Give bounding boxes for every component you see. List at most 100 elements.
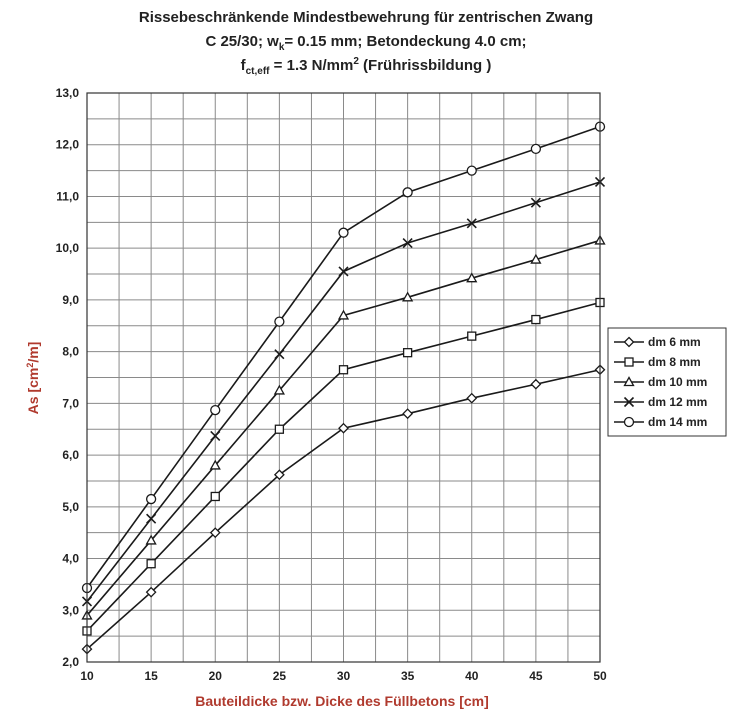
series-5 bbox=[81, 121, 606, 594]
grid bbox=[86, 92, 601, 663]
legend-item: dm 6 mm bbox=[614, 335, 701, 349]
legend-marker bbox=[623, 396, 635, 408]
data-point bbox=[273, 384, 285, 395]
x-tick-label: 20 bbox=[209, 669, 223, 683]
data-point bbox=[210, 430, 221, 442]
data-point bbox=[402, 408, 414, 420]
data-point bbox=[209, 459, 221, 470]
series-1 bbox=[81, 364, 606, 655]
y-axis-label-end: /m] bbox=[25, 342, 41, 363]
legend-label: dm 12 mm bbox=[648, 395, 707, 409]
x-marker-stroke bbox=[274, 349, 285, 360]
title-line-3-sup: 2 bbox=[353, 56, 359, 67]
data-point bbox=[338, 422, 349, 434]
legend: dm 6 mm dm 8 mm dm 10 mm dm 12 mm dm 14 mm bbox=[607, 327, 727, 437]
x-tick-label: 25 bbox=[273, 669, 287, 683]
series-4 bbox=[81, 176, 606, 607]
data-point bbox=[145, 586, 157, 598]
legend-item: dm 14 mm bbox=[614, 415, 707, 429]
data-point bbox=[402, 237, 413, 249]
title-line-2-b: = 0.15 mm; Betondeckung 4.0 cm; bbox=[284, 33, 527, 50]
x-tick-label: 30 bbox=[337, 669, 351, 683]
legend-marker bbox=[624, 357, 634, 367]
legend-marker bbox=[623, 376, 635, 387]
legend-label: dm 6 mm bbox=[648, 335, 701, 349]
title-line-2-a: C 25/30; w bbox=[205, 33, 279, 50]
x-tick-label: 50 bbox=[593, 669, 607, 683]
legend-marker bbox=[623, 416, 635, 428]
data-point bbox=[402, 348, 413, 358]
data-point bbox=[402, 291, 414, 302]
x-tick-label: 15 bbox=[144, 669, 158, 683]
plot-frame bbox=[86, 92, 601, 663]
title-line-3: fct,eff = 1.3 N/mm2 (Frührissbildung ) bbox=[0, 54, 732, 78]
y-axis-label-sup: 2 bbox=[25, 363, 35, 368]
axes: 10 15 20 25 30 35 40 45 50 2,0 3,0 4,0 5,0 6,0 7,0 8,0 9… bbox=[56, 86, 607, 683]
x-tick-label: 35 bbox=[401, 669, 415, 683]
data-point bbox=[337, 309, 350, 320]
x-marker-stroke bbox=[466, 218, 477, 229]
legend-item: dm 8 mm bbox=[614, 355, 701, 369]
x-marker-stroke bbox=[146, 513, 157, 524]
y-tick-label: 2,0 bbox=[62, 655, 79, 669]
data-point bbox=[146, 559, 156, 569]
y-tick-label: 13,0 bbox=[56, 86, 80, 100]
data-point bbox=[338, 365, 349, 375]
y-tick-label: 4,0 bbox=[62, 552, 79, 566]
data-point bbox=[274, 424, 285, 434]
title-line-2: C 25/30; wk= 0.15 mm; Betondeckung 4.0 c… bbox=[0, 30, 732, 54]
data-point bbox=[209, 527, 221, 539]
data-point bbox=[338, 227, 349, 238]
data-point bbox=[530, 378, 542, 390]
data-point bbox=[145, 493, 157, 505]
legend-marker bbox=[623, 336, 635, 348]
title-line-3-b: = 1.3 N/mm bbox=[269, 57, 354, 74]
data-point bbox=[402, 187, 413, 198]
y-tick-label: 9,0 bbox=[62, 293, 79, 307]
y-tick-label: 7,0 bbox=[62, 396, 79, 410]
title-line-2-sub: k bbox=[278, 42, 285, 53]
y-tick-label: 12,0 bbox=[56, 138, 80, 152]
legend-label: dm 10 mm bbox=[648, 375, 707, 389]
data-point bbox=[273, 469, 285, 481]
legend-label: dm 8 mm bbox=[648, 355, 701, 369]
data-point bbox=[466, 272, 478, 283]
y-tick-label: 8,0 bbox=[62, 345, 79, 359]
data-point bbox=[274, 316, 285, 327]
title-line-3-a: f bbox=[240, 57, 246, 74]
x-marker-stroke bbox=[210, 430, 221, 442]
title-line-3-sub: ct,eff bbox=[245, 66, 270, 77]
title-line-3-c: (Frührissbildung ) bbox=[358, 57, 492, 74]
x-tick-label: 45 bbox=[529, 669, 543, 683]
y-tick-label: 6,0 bbox=[62, 448, 79, 462]
x-marker-stroke bbox=[402, 237, 413, 249]
x-marker-stroke bbox=[338, 266, 349, 277]
legend-item: dm 10 mm bbox=[614, 375, 707, 389]
data-point bbox=[467, 331, 477, 341]
data-point bbox=[466, 165, 477, 176]
data-point bbox=[530, 143, 542, 155]
x-tick-label: 10 bbox=[80, 669, 94, 683]
title-line-1: Rissebeschränkende Mindestbewehrung für … bbox=[138, 9, 594, 26]
legend-item: dm 12 mm bbox=[614, 395, 707, 409]
y-tick-label: 5,0 bbox=[62, 500, 79, 514]
y-tick-label: 11,0 bbox=[56, 189, 79, 203]
data-point bbox=[145, 534, 157, 545]
legend-label: dm 14 mm bbox=[648, 415, 707, 429]
series-2 bbox=[82, 297, 605, 636]
data-point bbox=[146, 513, 157, 524]
y-axis-label-main: As [cm bbox=[25, 368, 41, 415]
data-point bbox=[530, 197, 541, 208]
y-tick-label: 3,0 bbox=[62, 603, 79, 617]
x-marker-stroke bbox=[623, 396, 635, 408]
x-axis-label: Bauteildicke bzw. Dicke des Füllbetons [… bbox=[195, 693, 489, 709]
data-point bbox=[530, 253, 542, 264]
data-point bbox=[210, 404, 221, 416]
data-point bbox=[210, 491, 220, 502]
x-tick-label: 40 bbox=[465, 669, 479, 683]
y-tick-label: 10,0 bbox=[56, 241, 80, 255]
data-point bbox=[531, 314, 541, 325]
x-marker-stroke bbox=[530, 197, 541, 208]
data-point bbox=[466, 218, 477, 229]
